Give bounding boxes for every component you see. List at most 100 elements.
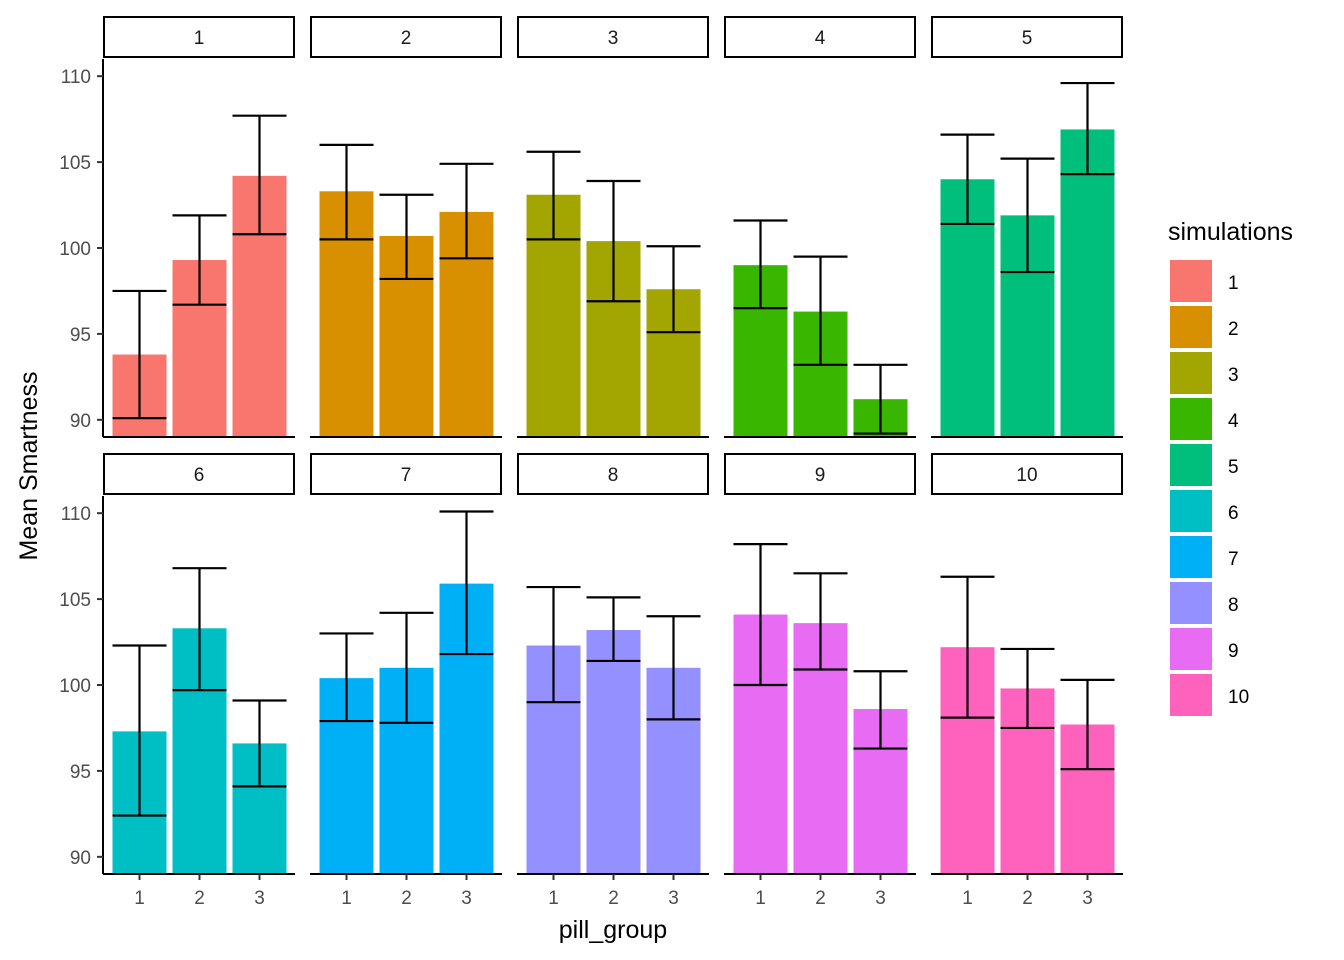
legend-item-1: 1 (1170, 260, 1239, 302)
error-bar (172, 567, 227, 692)
strip-box (310, 453, 502, 495)
panel-5: 5 (931, 16, 1123, 438)
legend-label: 9 (1228, 641, 1239, 662)
y-tick-label: 105 (59, 153, 91, 174)
y-tick-label: 105 (59, 590, 91, 611)
legend-swatch (1170, 260, 1212, 302)
x-tick-label: 2 (401, 888, 412, 909)
error-bar (793, 572, 848, 671)
strip-box (931, 453, 1123, 495)
strip-box (931, 16, 1123, 58)
panel-10: 10 1 2 3 (931, 453, 1123, 909)
legend-item-6: 6 (1170, 490, 1239, 532)
bar (586, 630, 641, 874)
strip-label: 7 (401, 465, 412, 486)
y-tick-label: 90 (70, 411, 91, 432)
strip-box (103, 453, 295, 495)
strip-label: 10 (1016, 465, 1037, 486)
strip-label: 3 (608, 28, 619, 49)
legend-item-7: 7 (1170, 536, 1239, 578)
x-tick-label: 1 (341, 888, 352, 909)
error-bar (1060, 678, 1115, 771)
error-bar (526, 585, 581, 704)
strip-box (724, 453, 916, 495)
legend-item-2: 2 (1170, 306, 1239, 348)
legend-label: 4 (1228, 411, 1239, 432)
error-bar (112, 644, 167, 817)
x-tick-label: 3 (668, 888, 679, 909)
panel-2: 2 (310, 16, 502, 438)
error-bar (1060, 81, 1115, 176)
legend-label: 5 (1228, 457, 1239, 478)
legend-title: simulations (1168, 218, 1293, 246)
x-tick-label: 3 (1082, 888, 1093, 909)
error-bar (232, 114, 287, 236)
y-tick-label: 95 (70, 762, 91, 783)
error-bar (646, 615, 701, 721)
x-tick-label: 1 (134, 888, 145, 909)
strip-label: 6 (194, 465, 205, 486)
x-tick-label: 3 (461, 888, 472, 909)
legend: simulations 1 2 3 4 5 6 7 8 9 10 (1168, 218, 1293, 716)
legend-label: 3 (1228, 365, 1239, 386)
legend-item-10: 10 (1170, 674, 1249, 716)
y-tick-label: 90 (70, 848, 91, 869)
legend-swatch (1170, 444, 1212, 486)
error-bar (172, 214, 227, 306)
x-tick-label: 3 (254, 888, 265, 909)
legend-item-8: 8 (1170, 582, 1239, 624)
legend-label: 8 (1228, 595, 1239, 616)
panel-4: 4 (724, 16, 916, 438)
legend-item-5: 5 (1170, 444, 1239, 486)
error-bar (853, 363, 908, 435)
legend-swatch (1170, 490, 1212, 532)
error-bar (586, 179, 641, 303)
legend-swatch (1170, 352, 1212, 394)
panel-6: 6 1 2 3 90 95 100 105 110 (59, 453, 295, 909)
error-bar (379, 611, 434, 724)
legend-item-9: 9 (1170, 628, 1239, 670)
error-bar (1000, 647, 1055, 730)
x-tick-label: 2 (815, 888, 826, 909)
legend-swatch (1170, 628, 1212, 670)
error-bar (439, 510, 494, 656)
legend-swatch (1170, 536, 1212, 578)
legend-item-4: 4 (1170, 398, 1239, 440)
strip-box (517, 453, 709, 495)
strip-box (517, 16, 709, 58)
strip-label: 1 (194, 28, 205, 49)
strip-label: 9 (815, 465, 826, 486)
panel-1: 1 90 95 100 105 110 (59, 16, 295, 438)
strip-label: 8 (608, 465, 619, 486)
panel-8: 8 1 2 3 (517, 453, 709, 909)
error-bar (439, 162, 494, 260)
error-bar (733, 543, 788, 687)
panel-3: 3 (517, 16, 709, 438)
y-tick-label: 95 (70, 325, 91, 346)
legend-label: 1 (1228, 273, 1239, 294)
error-bar (733, 219, 788, 310)
y-axis-title: Mean Smartness (15, 372, 43, 561)
error-bar (793, 255, 848, 366)
x-tick-label: 1 (548, 888, 559, 909)
x-tick-label: 3 (875, 888, 886, 909)
legend-label: 2 (1228, 319, 1239, 340)
bar (1060, 129, 1115, 438)
panel-9: 9 1 2 3 (724, 453, 916, 909)
legend-swatch (1170, 306, 1212, 348)
legend-swatch (1170, 582, 1212, 624)
x-tick-label: 1 (962, 888, 973, 909)
y-tick-label: 110 (61, 67, 91, 88)
error-bar (232, 699, 287, 788)
error-bar (379, 193, 434, 281)
y-tick-label: 100 (59, 676, 91, 697)
strip-label: 5 (1022, 28, 1033, 49)
x-axis-title: pill_group (559, 916, 667, 944)
legend-label: 7 (1228, 549, 1239, 570)
strip-label: 2 (401, 28, 412, 49)
panel-7: 7 1 2 3 (310, 453, 502, 909)
error-bar (319, 632, 374, 723)
y-tick-label: 110 (61, 504, 91, 525)
x-tick-label: 2 (608, 888, 619, 909)
